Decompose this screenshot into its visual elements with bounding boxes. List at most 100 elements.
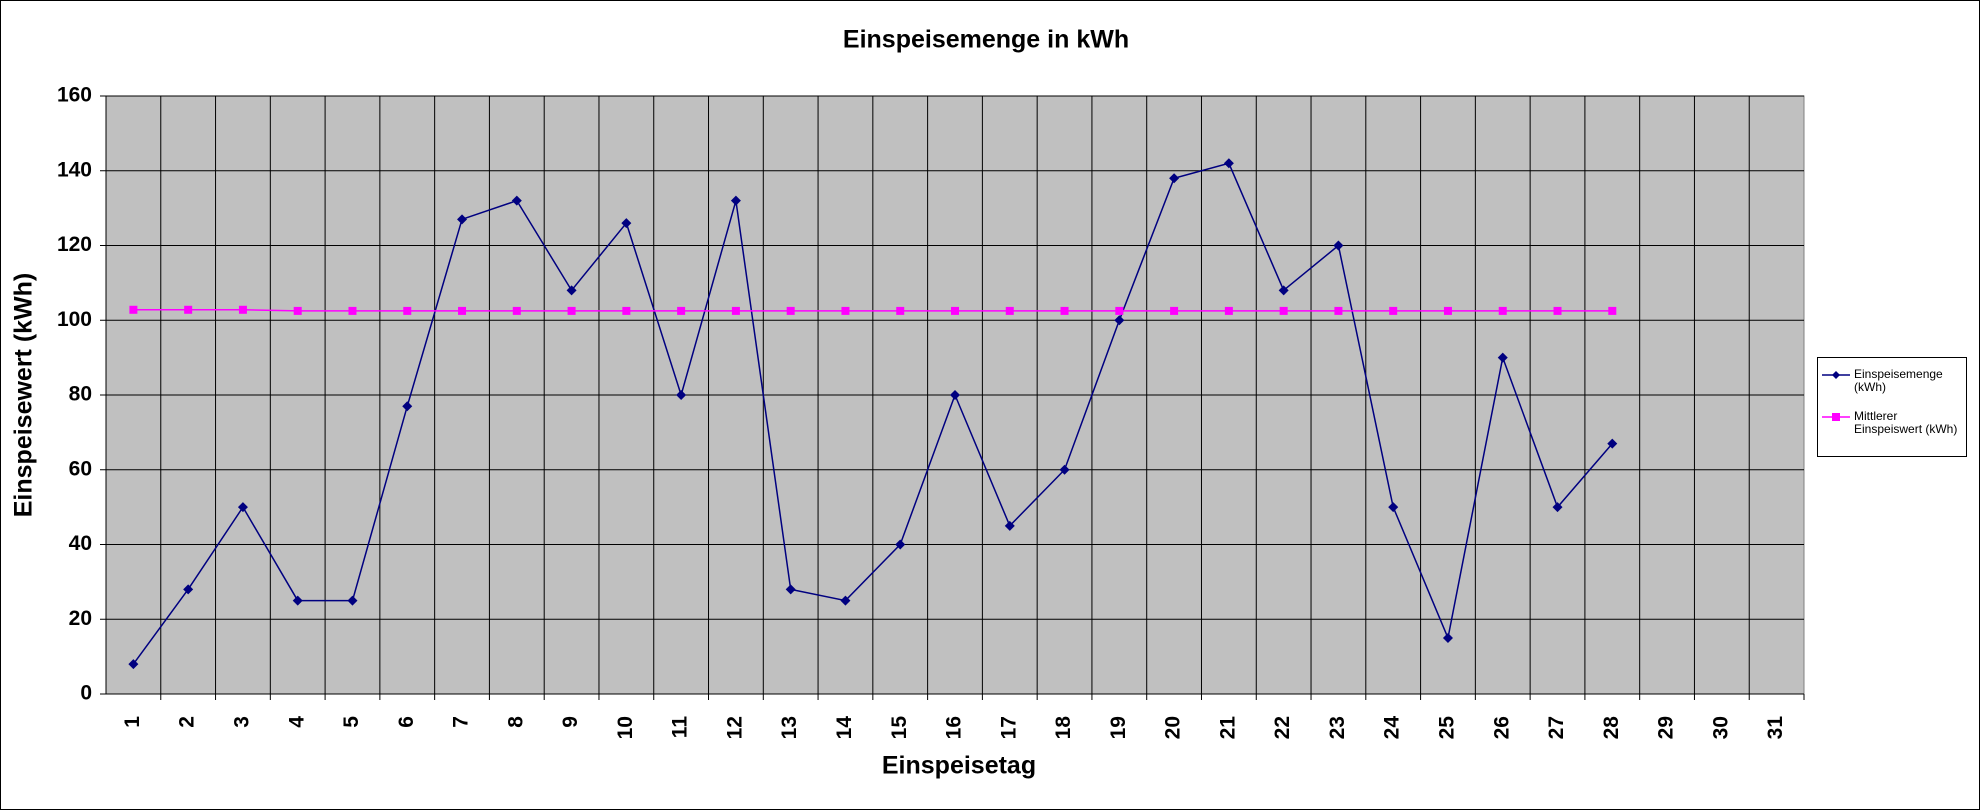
x-tick-label: 1	[121, 716, 144, 728]
point	[347, 595, 358, 606]
point	[1498, 306, 1507, 315]
x-tick-label: 23	[1326, 716, 1349, 739]
x-tick-label: 28	[1600, 716, 1623, 740]
point	[1170, 306, 1179, 315]
x-tick-label: 13	[778, 716, 801, 739]
point	[1114, 315, 1125, 326]
point	[731, 306, 740, 315]
y-tick-label: 0	[80, 682, 92, 705]
point	[1059, 464, 1070, 475]
point	[238, 305, 247, 314]
x-tick-label: 9	[559, 716, 582, 728]
x-tick-label: 3	[230, 716, 253, 728]
point	[403, 306, 412, 315]
x-tick-label: 19	[1107, 716, 1130, 739]
point	[1223, 158, 1234, 169]
legend-label: Mittlerer Einspeiswert (kWh)	[1854, 409, 1958, 436]
point	[1333, 240, 1344, 251]
point	[458, 306, 467, 315]
x-tick-label: 2	[176, 716, 199, 728]
point	[785, 584, 796, 595]
x-tick-label: 15	[888, 716, 911, 740]
x-tick-label: 7	[450, 716, 473, 728]
point	[183, 584, 194, 595]
series-line	[133, 309, 1613, 312]
point	[895, 539, 906, 550]
point	[676, 390, 687, 400]
y-tick-label: 20	[69, 607, 92, 630]
point	[1169, 173, 1180, 184]
point	[402, 401, 413, 412]
point	[348, 306, 357, 315]
chart-title: Einspeisemenge in kWh	[843, 26, 1129, 54]
point	[1552, 502, 1563, 513]
x-tick-label: 17	[997, 716, 1020, 739]
point	[128, 659, 139, 670]
legend-marker	[1832, 413, 1840, 421]
point	[622, 306, 631, 315]
point	[1553, 306, 1562, 315]
point	[1497, 352, 1508, 363]
point	[841, 306, 850, 315]
point	[1278, 285, 1289, 296]
point	[1224, 306, 1233, 315]
point	[786, 306, 795, 315]
y-axis-title: Einspeisewert (kWh)	[10, 273, 38, 518]
x-tick-label: 4	[285, 716, 308, 728]
x-tick-label: 27	[1545, 716, 1568, 739]
point	[1334, 306, 1343, 315]
point	[512, 306, 521, 315]
series-line	[132, 162, 1613, 665]
point	[1005, 306, 1014, 315]
legend-label: Einspeisemenge (kWh)	[1854, 367, 1943, 394]
x-tick-label: 30	[1709, 716, 1732, 739]
y-tick-label: 120	[57, 233, 92, 256]
point	[1060, 306, 1069, 315]
x-tick-label: 6	[395, 716, 418, 728]
point	[1443, 306, 1452, 315]
x-tick-label: 29	[1655, 716, 1678, 739]
series	[128, 158, 1618, 670]
point	[1115, 306, 1124, 315]
y-tick-label: 60	[69, 457, 92, 480]
legend-symbol	[1822, 413, 1850, 421]
point	[1608, 306, 1617, 315]
y-tick-label: 140	[57, 158, 92, 181]
x-tick-label: 21	[1216, 716, 1239, 740]
series	[129, 305, 1617, 315]
legend-symbol	[1822, 371, 1850, 379]
point	[1279, 306, 1288, 315]
point	[184, 305, 193, 314]
x-tick-label: 20	[1162, 716, 1185, 739]
point	[1004, 520, 1015, 531]
x-tick-label: 8	[504, 716, 527, 728]
y-tick-label: 100	[57, 308, 92, 331]
point	[1388, 502, 1399, 513]
x-tick-label: 5	[340, 716, 363, 728]
point	[621, 218, 632, 229]
y-tick-label: 80	[69, 383, 92, 406]
point	[1442, 632, 1453, 643]
point	[567, 306, 576, 315]
x-tick-label: 25	[1436, 716, 1459, 740]
x-tick-label: 12	[723, 716, 746, 739]
point	[840, 595, 851, 606]
point	[566, 285, 577, 296]
x-tick-label: 26	[1490, 716, 1513, 739]
legend: Einspeisemenge (kWh) Mittlerer Einspeiswe…	[1817, 357, 1967, 457]
x-tick-label: 11	[669, 716, 692, 739]
point	[1389, 306, 1398, 315]
point	[730, 195, 741, 206]
x-tick-label: 31	[1764, 716, 1787, 740]
point	[951, 306, 959, 315]
x-tick-label: 22	[1271, 716, 1294, 739]
point	[129, 305, 138, 314]
point	[292, 595, 303, 606]
point	[896, 306, 905, 315]
x-tick-label: 14	[833, 716, 856, 740]
x-tick-label: 16	[943, 716, 966, 739]
y-tick-label: 40	[69, 532, 92, 555]
point	[237, 502, 248, 513]
